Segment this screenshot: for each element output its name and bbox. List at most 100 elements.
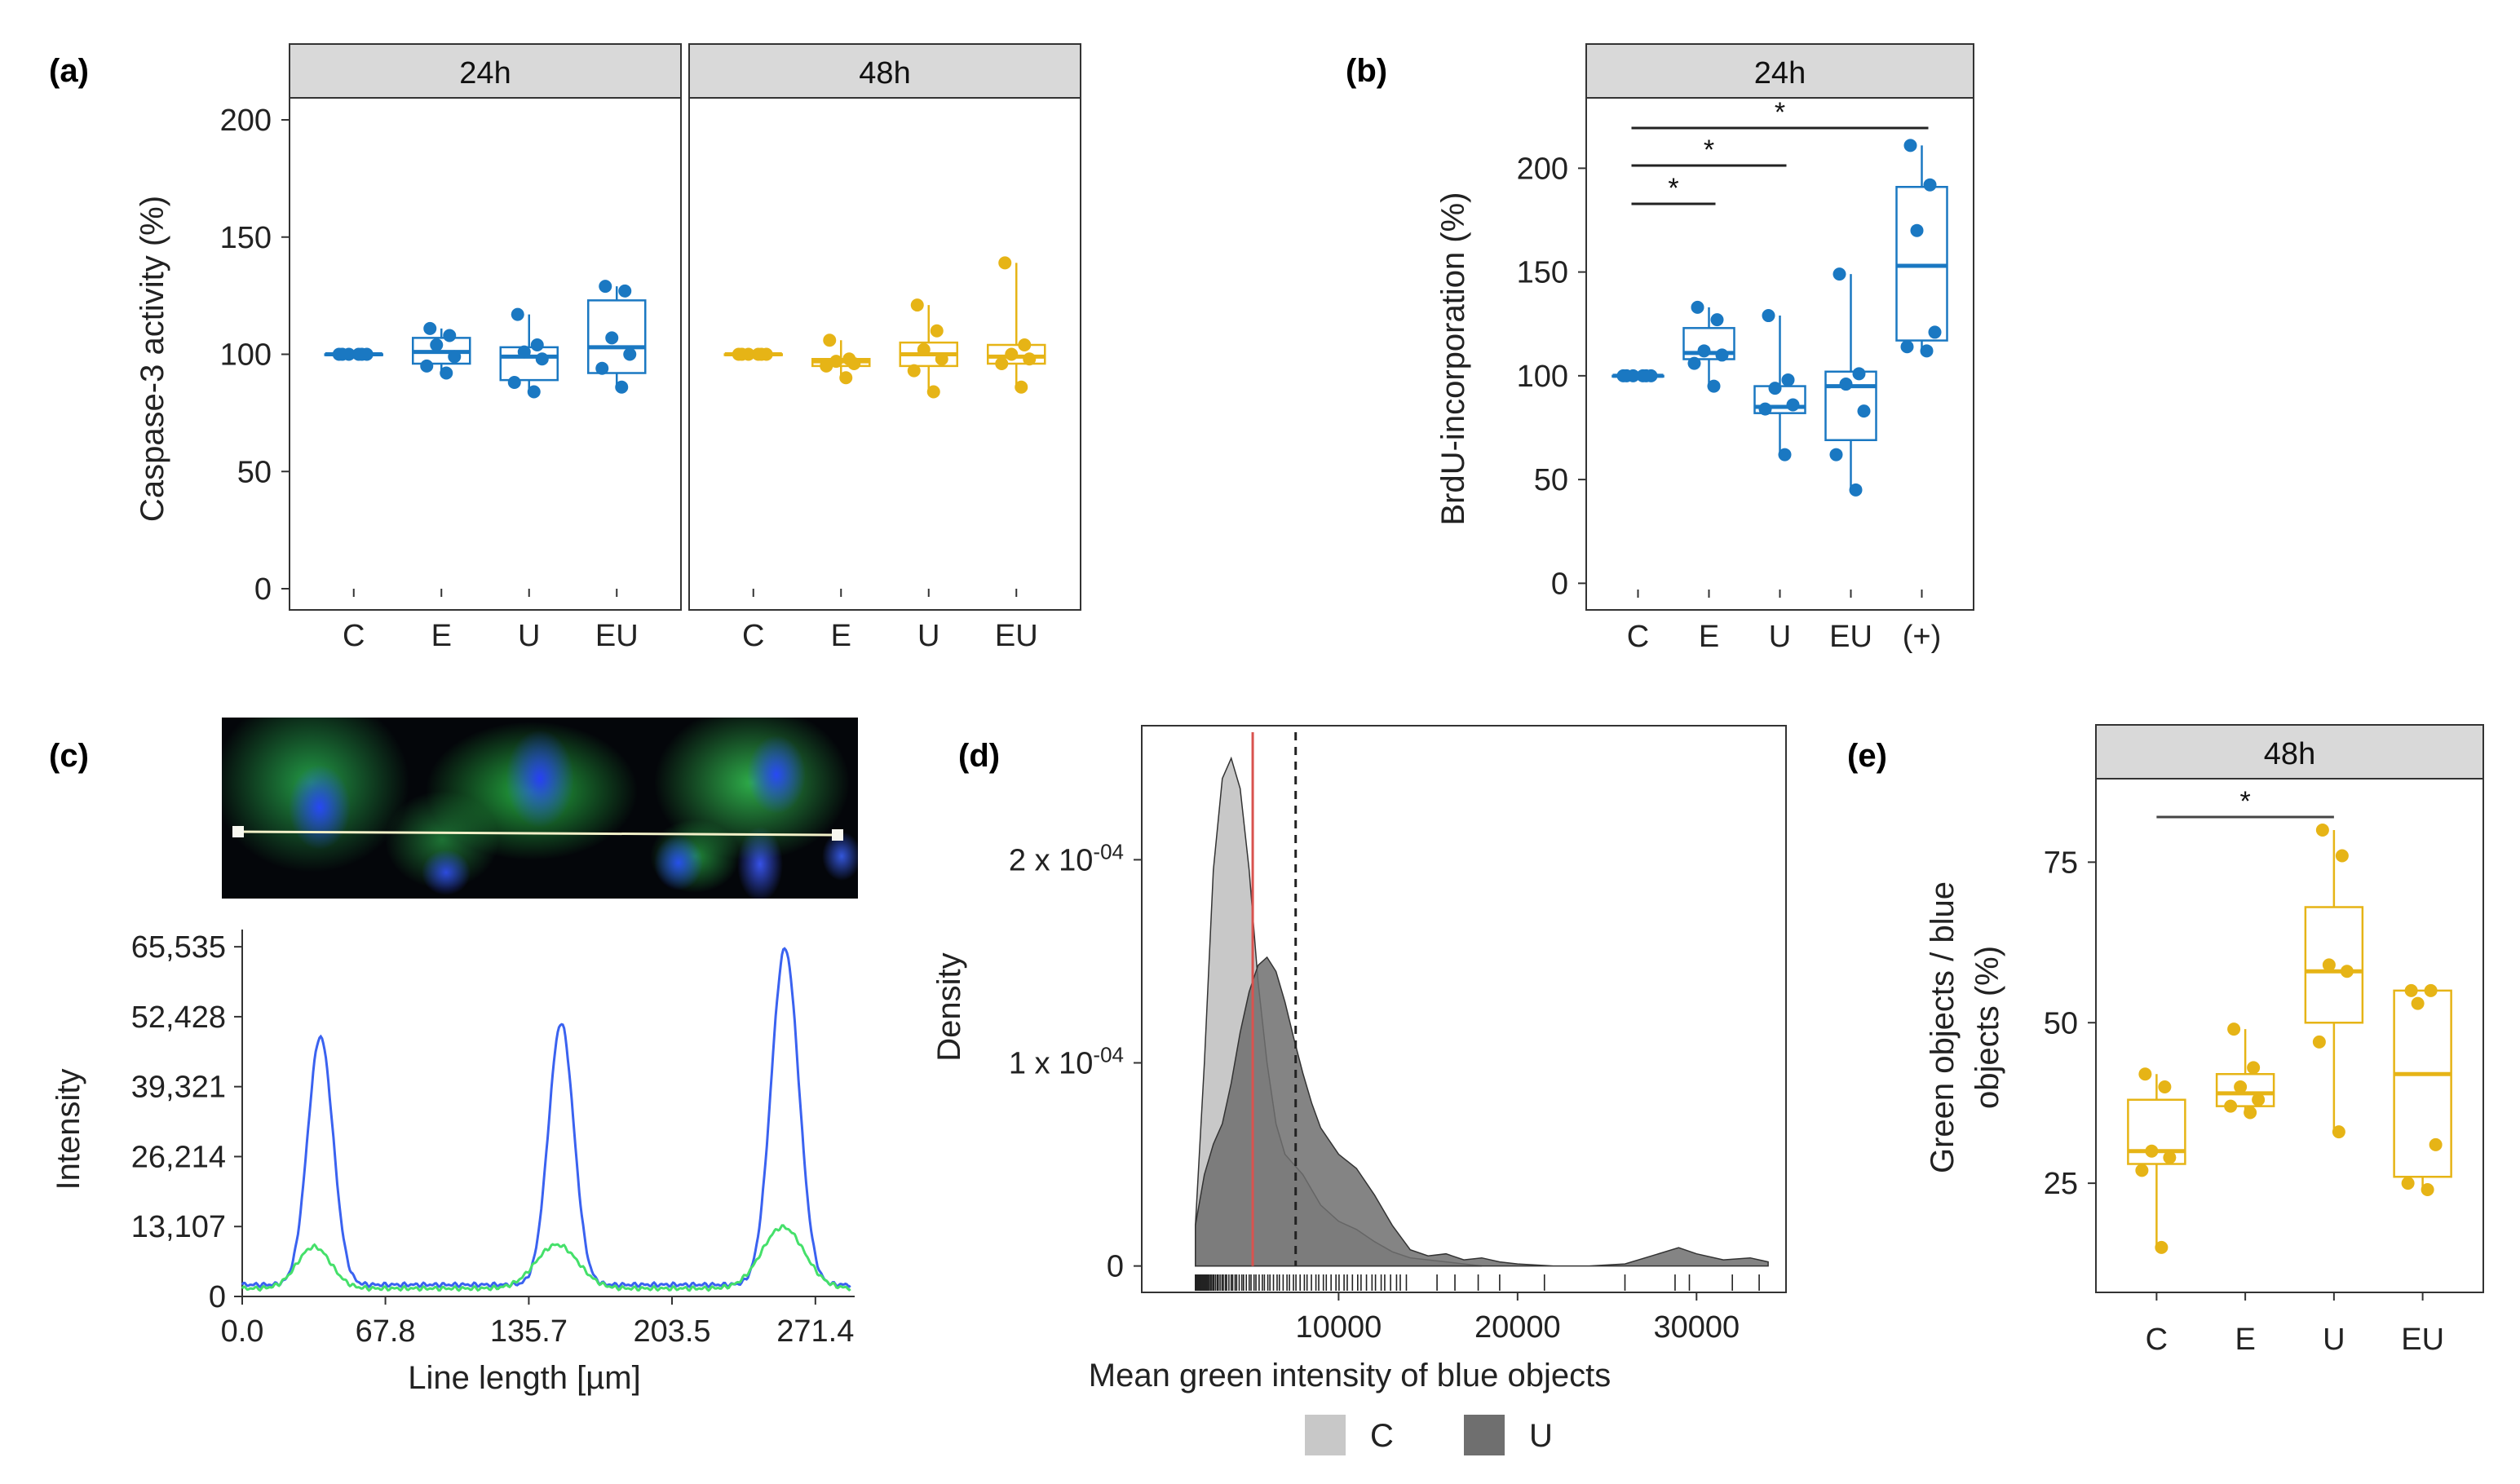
y-axis-title: Caspase-3 activity (%) <box>135 196 170 522</box>
data-point <box>1781 373 1795 386</box>
scan-line-start-handle <box>232 826 244 837</box>
data-point <box>530 338 544 351</box>
y-tick-label: 1 x 10-04 <box>1009 1043 1124 1081</box>
facet-strip-label: 24h <box>1754 56 1806 91</box>
data-point <box>2421 1183 2434 1196</box>
y-axis-title-line: objects (%) <box>1970 946 2005 1109</box>
y-tick-exponent: -04 <box>1093 839 1124 863</box>
facet-strip <box>688 43 1081 99</box>
data-point <box>1710 313 1724 327</box>
data-point <box>1691 300 1704 314</box>
data-point <box>448 350 462 364</box>
x-tick-label: U <box>917 619 939 653</box>
data-point <box>1023 352 1037 366</box>
data-point <box>2401 1177 2415 1190</box>
y-tick-label: 100 <box>220 338 272 373</box>
y-tick-label: 200 <box>220 104 272 138</box>
data-point <box>430 338 444 351</box>
data-point <box>2135 1164 2149 1177</box>
data-point <box>615 380 629 394</box>
x-tick-label: 0.0 <box>221 1314 264 1349</box>
data-point <box>1616 369 1630 382</box>
data-point <box>926 385 940 399</box>
x-tick-label: EU <box>1829 620 1872 654</box>
x-tick-label: EU <box>2401 1323 2444 1357</box>
data-point <box>2145 1144 2159 1158</box>
data-point <box>1778 448 1792 462</box>
y-tick-label: 0 <box>1551 567 1568 601</box>
plot-frame <box>688 97 1081 611</box>
significance-label: * <box>1704 135 1714 166</box>
data-point <box>829 355 843 369</box>
panel-c-chart: 0 13,107 26,214 39,321 52,428 65,535 0.0 67.8 13… <box>51 930 855 1396</box>
y-tick-exponent: -04 <box>1093 1043 1124 1067</box>
panel-label-b: (b) <box>1346 53 1387 89</box>
data-point <box>1852 367 1866 381</box>
y-tick-label: 50 <box>1534 463 1568 497</box>
data-point <box>507 376 521 389</box>
x-tick-label: 135.7 <box>490 1314 568 1349</box>
data-point <box>1707 379 1721 393</box>
data-point <box>1005 347 1019 361</box>
y-tick-label: 150 <box>1517 256 1568 290</box>
y-tick-label: 200 <box>1517 152 1568 186</box>
data-point <box>1857 404 1871 418</box>
data-point <box>2247 1061 2261 1075</box>
data-point <box>2312 1035 2326 1049</box>
data-point <box>1687 356 1701 370</box>
data-point <box>1015 380 1028 394</box>
y-tick-label: 50 <box>237 455 272 489</box>
x-tick-label: C <box>2146 1323 2168 1357</box>
data-point <box>1697 344 1711 358</box>
panel-d-chart: 0 1 x 10-04 2 x 10-04 10000 20000 30000 Densit… <box>931 725 1787 1455</box>
y-tick-label: 100 <box>1517 360 1568 394</box>
y-tick-label: 52,428 <box>131 1000 226 1035</box>
data-point <box>732 347 745 361</box>
data-point <box>998 256 1012 270</box>
x-tick-label: U <box>518 619 540 653</box>
scan-line <box>237 830 838 837</box>
data-point <box>1903 139 1917 152</box>
data-point <box>930 324 944 338</box>
y-tick-label: 0 <box>209 1280 226 1314</box>
y-axis-title: Intensity <box>51 1069 86 1190</box>
data-point <box>1636 369 1650 382</box>
data-point <box>423 321 437 335</box>
data-point <box>2252 1093 2266 1106</box>
legend-swatch-C <box>1305 1415 1346 1455</box>
data-point <box>917 342 931 356</box>
data-point <box>2224 1099 2238 1113</box>
data-point <box>1833 267 1846 281</box>
data-point <box>440 366 453 380</box>
x-tick-label: 30000 <box>1653 1310 1740 1345</box>
data-point <box>595 361 609 375</box>
data-point <box>995 357 1009 370</box>
data-point <box>2163 1151 2177 1164</box>
legend-label-C: C <box>1370 1418 1394 1454</box>
x-axis-title: Mean green intensity of blue objects <box>1089 1358 1611 1393</box>
data-point <box>2155 1240 2169 1254</box>
data-point <box>1839 378 1853 391</box>
plot-frame <box>1585 97 1974 611</box>
data-point <box>623 347 637 361</box>
data-point <box>1920 344 1934 358</box>
data-point <box>2158 1080 2172 1093</box>
y-tick-label: 26,214 <box>131 1140 226 1174</box>
data-point <box>420 359 434 373</box>
x-tick-label: EU <box>595 619 639 653</box>
data-point <box>1849 483 1863 497</box>
density-area-U <box>1195 956 1769 1267</box>
y-tick-label: 2 x 10-04 <box>1009 839 1124 877</box>
plot-frame <box>1141 725 1787 1293</box>
y-tick-label: 50 <box>2044 1006 2078 1040</box>
x-tick-label: EU <box>995 619 1038 653</box>
data-point <box>2404 983 2418 997</box>
panel-label-a: (a) <box>49 53 89 89</box>
data-point <box>527 385 541 399</box>
x-tick-label: E <box>1699 620 1719 654</box>
data-point <box>1928 325 1942 339</box>
green-intensity-line <box>241 1224 851 1292</box>
